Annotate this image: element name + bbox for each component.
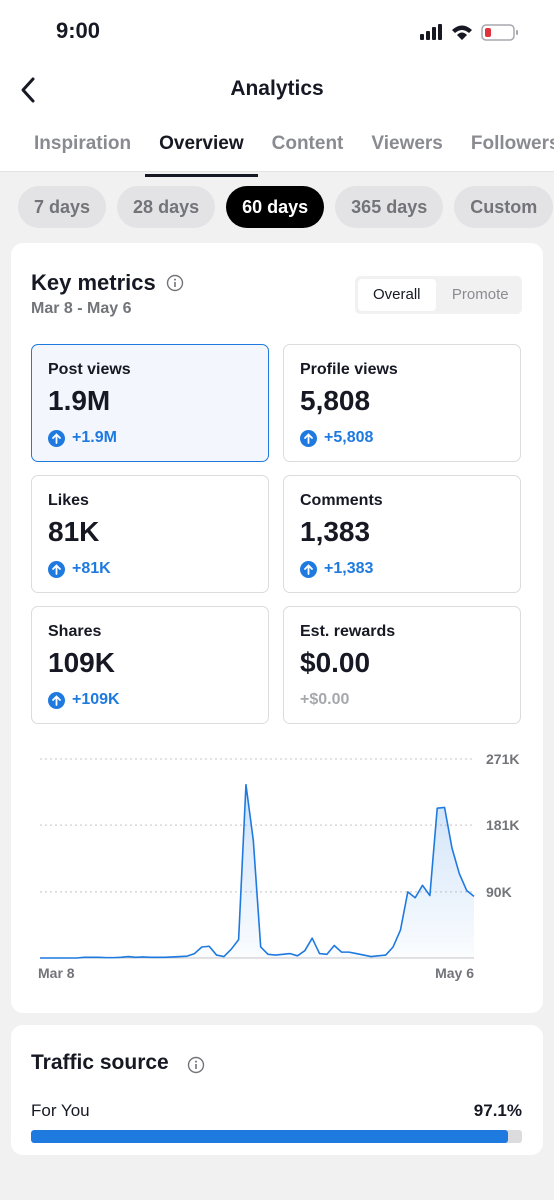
progress-bar: [31, 1130, 508, 1143]
range-pill[interactable]: 365 days: [335, 186, 444, 228]
source-value: 97.1%: [473, 1101, 522, 1120]
tab-bar: Inspiration Overview Content Viewers Followe…: [20, 130, 554, 177]
tab[interactable]: Inspiration: [34, 133, 132, 154]
change-text: +81K: [72, 560, 111, 577]
metric-value: 5,808: [300, 385, 371, 416]
up-arrow-icon: [48, 429, 65, 447]
metric-label: Comments: [300, 492, 383, 509]
tab[interactable]: Overview: [145, 130, 258, 177]
metric-label: Profile views: [300, 361, 398, 378]
progress-track: [31, 1130, 522, 1143]
section-title: Traffic source: [31, 1051, 169, 1074]
metric-card[interactable]: Post views 1.9M +1.9M: [31, 344, 269, 462]
range-pill[interactable]: Custom: [454, 186, 554, 228]
metric-label: Est. rewards: [300, 623, 396, 640]
icon-arrow: [52, 432, 61, 444]
metric-card[interactable]: Likes 81K +81K: [31, 475, 269, 593]
metric-change: +1,383: [300, 560, 373, 578]
y-tick-label: 181K: [486, 817, 519, 833]
metric-card[interactable]: Est. rewards $0.00 +$0.00: [283, 606, 521, 724]
toggle-option[interactable]: Overall: [358, 279, 436, 311]
metric-value: 109K: [48, 647, 115, 678]
tab[interactable]: Viewers: [371, 133, 443, 154]
up-arrow-icon: [48, 560, 65, 578]
metric-label: Shares: [48, 623, 102, 640]
icon-arrow: [304, 432, 313, 444]
icon-arrow: [52, 563, 61, 575]
toggle: Overall Promote: [355, 276, 522, 314]
y-tick-label: 271K: [486, 751, 519, 767]
source-name: For You: [31, 1101, 90, 1120]
change-text: +5,808: [324, 429, 374, 446]
metric-change: +1.9M: [48, 429, 117, 447]
change-text: +1.9M: [72, 429, 117, 446]
line: [40, 783, 475, 959]
metric-label: Post views: [48, 361, 131, 378]
change-text: +1,383: [324, 560, 374, 577]
metric-card[interactable]: Shares 109K +109K: [31, 606, 269, 724]
range-pill[interactable]: 60 days: [226, 186, 325, 228]
metric-value: 81K: [48, 516, 100, 547]
range-pills: 7 days 28 days 60 days 365 days Custom: [18, 186, 554, 228]
info-icon[interactable]: [166, 274, 184, 292]
page-title: Analytics: [230, 77, 324, 100]
range-pill[interactable]: 7 days: [18, 186, 107, 228]
status-time: 9:00: [56, 18, 101, 43]
metric-change: +$0.00: [300, 691, 349, 709]
y-tick-label: 90K: [486, 884, 512, 900]
info-icon[interactable]: [187, 1056, 205, 1074]
area: [40, 784, 474, 958]
metric-value: 1.9M: [48, 385, 111, 416]
section-title: Key metrics: [31, 270, 156, 295]
metric-change: +81K: [48, 560, 111, 578]
up-arrow-icon: [48, 691, 65, 709]
metric-card[interactable]: Comments 1,383 +1,383: [283, 475, 521, 593]
up-arrow-icon: [300, 429, 317, 447]
metric-label: Likes: [48, 492, 89, 509]
back-button[interactable]: [18, 76, 40, 104]
icon-arrow: [304, 563, 313, 575]
metric-value: $0.00: [300, 647, 371, 678]
tab[interactable]: Followers: [470, 133, 554, 154]
range-pill[interactable]: 28 days: [117, 186, 216, 228]
tab[interactable]: Content: [271, 133, 344, 154]
change-text: +$0.00: [300, 691, 350, 708]
metric-value: 1,383: [300, 516, 371, 547]
x-tick-label: Mar 8: [38, 965, 75, 981]
x-tick-label: May 6: [435, 965, 474, 981]
up-arrow-icon: [300, 560, 317, 578]
chart: 90K 181K 271K Mar 8 May 6: [38, 751, 519, 981]
metric-change: +5,808: [300, 429, 373, 447]
date-range: Mar 8 - May 6: [31, 300, 132, 317]
status-icons: [420, 24, 518, 41]
toggle-option[interactable]: Promote: [451, 286, 509, 303]
change-text: +109K: [72, 691, 120, 708]
icon-arrow: [52, 694, 61, 706]
metric-card[interactable]: Profile views 5,808 +5,808: [283, 344, 521, 462]
metric-change: +109K: [48, 691, 120, 709]
